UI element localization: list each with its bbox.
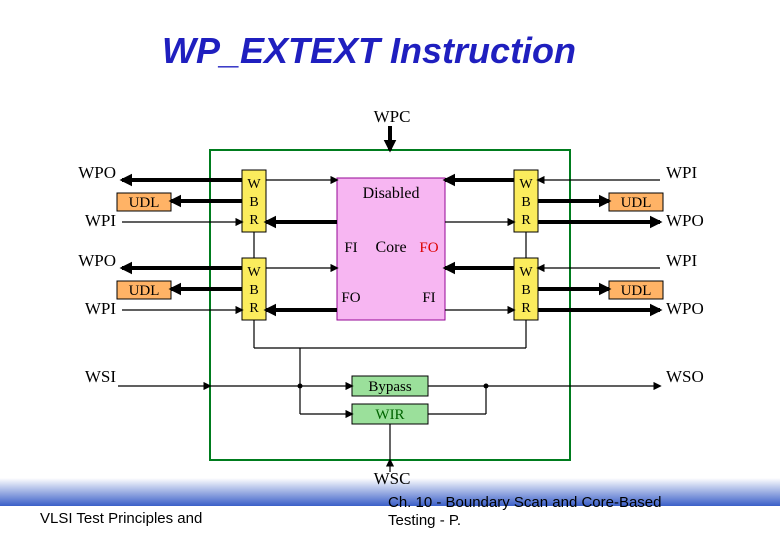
svg-text:W: W [247, 265, 261, 280]
svg-text:FI: FI [344, 240, 357, 256]
svg-text:B: B [521, 195, 530, 210]
svg-text:R: R [521, 301, 531, 316]
svg-text:R: R [249, 301, 259, 316]
svg-text:WSO: WSO [666, 367, 704, 386]
svg-text:R: R [521, 213, 531, 228]
svg-text:Bypass: Bypass [368, 379, 412, 395]
svg-text:WPI: WPI [666, 251, 698, 270]
svg-text:FO: FO [419, 240, 438, 256]
svg-text:WPI: WPI [666, 163, 698, 182]
svg-text:UDL: UDL [621, 195, 652, 211]
svg-text:B: B [249, 195, 258, 210]
svg-text:UDL: UDL [129, 283, 160, 299]
svg-text:W: W [247, 177, 261, 192]
svg-text:WPO: WPO [78, 163, 116, 182]
svg-text:B: B [521, 283, 530, 298]
diagram-svg: DisabledCoreFIFOFOFIWBRWBRWBRWBRUDLUDLUD… [0, 0, 780, 540]
svg-text:WIR: WIR [375, 407, 404, 423]
svg-text:WSC: WSC [374, 469, 411, 488]
svg-text:WPO: WPO [78, 251, 116, 270]
svg-text:WPC: WPC [374, 107, 411, 126]
svg-text:UDL: UDL [129, 195, 160, 211]
svg-text:R: R [249, 213, 259, 228]
svg-text:WPI: WPI [85, 299, 117, 318]
svg-text:Core: Core [375, 239, 406, 256]
svg-text:WSI: WSI [85, 367, 117, 386]
svg-text:FO: FO [341, 290, 360, 306]
svg-text:WPI: WPI [85, 211, 117, 230]
svg-text:Disabled: Disabled [363, 185, 420, 202]
svg-text:FI: FI [422, 290, 435, 306]
svg-text:W: W [519, 177, 533, 192]
svg-text:WPO: WPO [666, 299, 704, 318]
svg-text:UDL: UDL [621, 283, 652, 299]
svg-text:WPO: WPO [666, 211, 704, 230]
svg-text:W: W [519, 265, 533, 280]
svg-text:B: B [249, 283, 258, 298]
